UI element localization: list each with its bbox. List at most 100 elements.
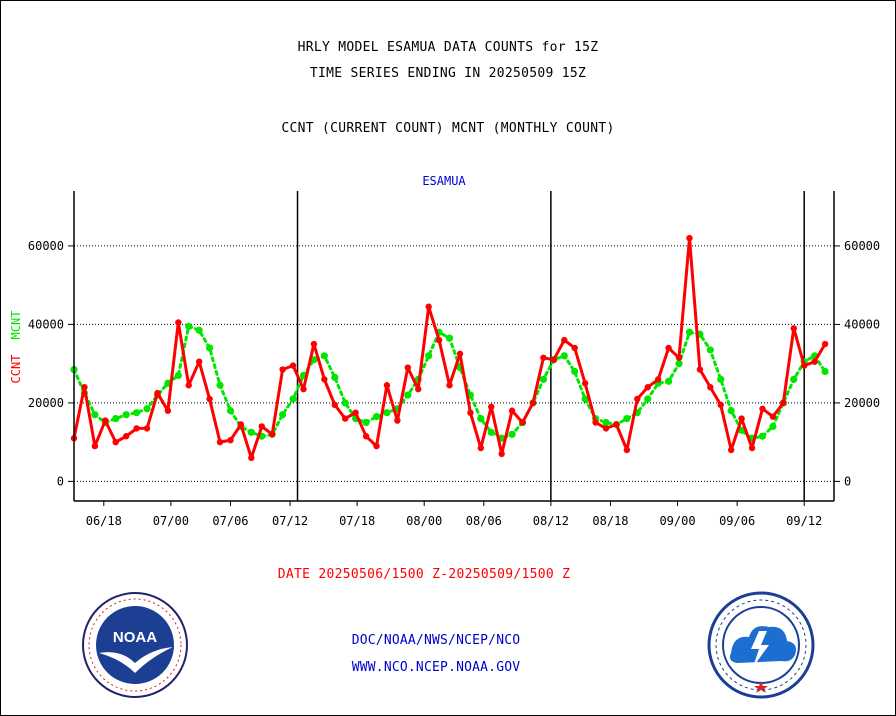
ccnt-point [321, 376, 328, 383]
mcnt-point [216, 381, 224, 389]
mcnt-point [341, 399, 349, 407]
mcnt-point [289, 395, 297, 403]
x-tick-label: 06/18 [86, 514, 122, 528]
mcnt-point [602, 418, 610, 427]
ccnt-point [623, 446, 631, 454]
ccnt-point [446, 382, 453, 389]
ccnt-point [456, 350, 464, 358]
mcnt-point [758, 432, 767, 440]
mcnt-point [185, 322, 193, 330]
svg-text:NOAA: NOAA [113, 629, 157, 646]
ccnt-point [112, 438, 119, 446]
ccnt-point [561, 336, 568, 344]
mcnt-point [404, 391, 412, 399]
mcnt-point [685, 328, 694, 336]
mcnt-point [195, 326, 203, 334]
noaa-logo: NOAA [81, 591, 189, 699]
ccnt-point [289, 362, 297, 369]
x-tick-label: 07/06 [212, 514, 248, 528]
ccnt-point [602, 425, 610, 432]
ccnt-point [310, 340, 318, 348]
ccnt-point [81, 384, 88, 391]
ccnt-point [738, 415, 745, 422]
ccnt-point [122, 433, 130, 440]
ccnt-point [175, 319, 182, 326]
y-tick-label-left: 20000 [28, 396, 64, 410]
ccnt-point [717, 401, 724, 409]
ccnt-point [821, 340, 829, 348]
footer-website: WWW.NCO.NCEP.NOAA.GOV [351, 660, 521, 675]
ccnt-point [540, 354, 547, 361]
mcnt-point [790, 375, 798, 383]
mcnt-point [362, 418, 370, 427]
ccnt-point [331, 401, 338, 409]
chart-title-line-2: TIME SERIES ENDING IN 20250509 15Z [309, 66, 587, 81]
x-tick-label: 08/18 [592, 514, 628, 528]
ccnt-point [415, 385, 422, 393]
mcnt-point [644, 395, 652, 403]
ccnt-point [665, 344, 672, 352]
ccnt-point [634, 395, 641, 403]
ccnt-point [550, 356, 558, 363]
x-tick-label: 08/06 [466, 514, 502, 528]
mcnt-point [508, 430, 516, 438]
ccnt-point [342, 415, 349, 422]
y-tick-label-right: 20000 [844, 396, 880, 410]
ccnt-point [790, 325, 797, 332]
ccnt-point [800, 362, 808, 369]
ccnt-point [383, 382, 391, 389]
mcnt-point [143, 405, 151, 413]
mcnt-point [445, 334, 454, 342]
ccnt-point [206, 395, 213, 403]
ccnt-point [164, 407, 172, 414]
ccnt-point [529, 399, 537, 407]
ccnt-point [404, 364, 412, 371]
mcnt-point [664, 377, 673, 385]
ccnt-point [248, 454, 255, 462]
y-tick-label-right: 0 [844, 474, 851, 488]
ccnt-point [154, 389, 161, 397]
ccnt-point [592, 419, 599, 426]
nws-logo [707, 591, 815, 699]
ccnt-point [571, 344, 578, 352]
ccnt-point [759, 405, 766, 412]
mcnt-point [821, 367, 829, 376]
mcnt-point [279, 411, 287, 419]
y-tick-label-left: 60000 [28, 239, 64, 253]
mcnt-point [623, 414, 631, 423]
mcnt-point [539, 375, 548, 383]
chart-title-line-3: CCNT (CURRENT COUNT) MCNT (MONTHLY COUNT… [281, 121, 615, 136]
mcnt-point [706, 346, 714, 354]
ccnt-point [425, 303, 432, 310]
ccnt-point [811, 358, 818, 365]
chart-title-line-1: HRLY MODEL ESAMUA DATA COUNTS for 15Z [297, 40, 599, 55]
ccnt-point [467, 409, 474, 416]
mcnt-point [174, 371, 182, 380]
mcnt-point [247, 428, 255, 436]
y-tick-label-left: 40000 [28, 317, 64, 331]
mcnt-point [383, 409, 391, 417]
mcnt-point [331, 373, 339, 381]
ccnt-point [102, 417, 109, 424]
ccnt-point [195, 358, 203, 365]
mcnt-point [320, 352, 328, 360]
ccnt-point [300, 385, 307, 393]
mcnt-point [132, 409, 141, 417]
ccnt-point [91, 442, 99, 450]
x-tick-label: 09/00 [659, 514, 695, 528]
mcnt-point [717, 375, 725, 383]
mcnt-point [372, 413, 381, 421]
mcnt-point [571, 367, 579, 376]
ccnt-point [727, 446, 735, 454]
mcnt-point [226, 407, 235, 415]
mcnt-point [112, 414, 120, 423]
mcnt-point [675, 360, 683, 368]
mcnt-point [477, 414, 485, 423]
ccnt-point [488, 403, 495, 411]
ccnt-point [519, 419, 526, 426]
ccnt-point [237, 421, 245, 428]
plot-title: ESAMUA [422, 174, 466, 188]
ccnt-point [644, 384, 651, 391]
mcnt-point [91, 411, 99, 419]
ccnt-point [686, 234, 693, 242]
